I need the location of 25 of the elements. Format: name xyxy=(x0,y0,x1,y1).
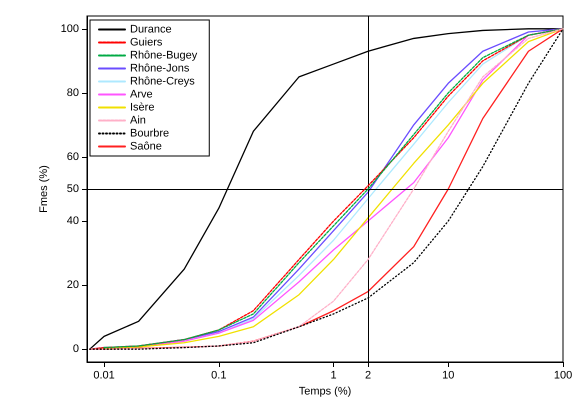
x-tick-label: 0.1 xyxy=(211,370,226,382)
x-tick-label: 1 xyxy=(330,370,337,382)
y-axis-title: Fmes (%) xyxy=(38,165,50,213)
legend-label: Bourbre xyxy=(130,128,170,140)
legend-label: Saône xyxy=(130,140,162,152)
y-tick-label: 80 xyxy=(66,86,79,99)
y-tick-label: 50 xyxy=(66,183,79,195)
legend-label: Rhône-Bugey xyxy=(130,50,198,62)
x-tick-label: 100 xyxy=(554,370,572,382)
y-tick-label: 100 xyxy=(60,22,79,35)
x-tick-label: 2 xyxy=(365,370,372,382)
y-tick-label: 0 xyxy=(72,343,79,356)
legend-label: Ain xyxy=(130,114,146,126)
legend-label: Arve xyxy=(130,88,153,100)
legend-label: Guiers xyxy=(130,36,163,48)
legend-label: Rhône-Creys xyxy=(130,76,196,88)
x-tick-label: 10 xyxy=(442,370,454,382)
y-tick-label: 60 xyxy=(66,150,79,163)
x-axis-title: Temps (%) xyxy=(298,386,352,398)
legend-label: Rhône-Jons xyxy=(130,62,190,74)
y-tick-label: 40 xyxy=(66,215,79,228)
legend-label: Durance xyxy=(130,24,172,36)
y-tick-label: 20 xyxy=(66,279,79,292)
x-tick-label: 0.01 xyxy=(93,370,115,382)
legend-label: Isère xyxy=(130,102,154,114)
